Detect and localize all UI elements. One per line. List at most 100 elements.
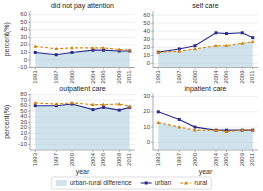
x-tick-label: 2004 [213,152,219,166]
grid-line [30,14,135,15]
panel-title: self care [192,2,219,9]
y-tick-label: 60 [20,102,27,108]
series [158,123,253,150]
marker [156,121,160,124]
y-tick-label: 50 [20,108,27,114]
x-tick-label: 2009 [239,70,245,84]
x-tick-label: 2000 [69,152,75,166]
x-tick-label: 2009 [239,152,245,166]
x-tick [103,150,104,152]
x-tick-label: 2000 [192,152,198,166]
y-axis-label: percent(%) [3,22,11,56]
y-tick-label: 10 [20,49,27,55]
y-tick-label: 80 [20,91,27,97]
marker [117,47,121,50]
x-tick-label: 1993 [155,152,161,166]
legend: urban-rural differenceurbanrural [52,177,212,189]
marker [214,44,218,47]
x-tick [195,68,196,70]
x-tick-label: 2006 [223,70,229,84]
y-tick-label: 10 [143,52,150,58]
x-tick-label: 2009 [116,70,122,84]
x-tick [103,68,104,70]
y-axis-line [153,94,154,151]
x-tick [72,150,73,152]
x-tick-label: 1993 [32,152,38,166]
x-tick [242,68,243,70]
marker [251,129,254,132]
line [158,112,253,130]
legend-item: rural [180,179,208,186]
panel-title: inpatient care [184,85,226,93]
marker [91,103,95,106]
panel: 01020301993199720002004200620092011inpat… [143,85,258,177]
y-tick-label: 0 [147,60,151,66]
x-axis-label: year [76,168,90,176]
y-tick-label: 70 [20,97,27,103]
x-tick-label: 2004 [213,70,219,84]
x-tick-label: 2004 [90,70,96,84]
marker [71,51,74,54]
grid-line [153,111,258,112]
marker [102,106,105,109]
marker [193,47,197,50]
marker [33,101,37,104]
y-axis-line [30,11,31,68]
marker [193,128,197,131]
y-tick-label: 50 [20,19,27,25]
plot-area [33,44,131,67]
marker [240,128,244,131]
series [33,44,131,51]
x-tick-label: 1997 [176,152,182,166]
line [35,46,130,50]
x-tick [252,68,253,70]
y-tick-label: 40 [20,26,27,32]
marker [70,46,74,49]
line [158,42,253,52]
marker [156,50,160,53]
y-tick-label: 30 [143,36,150,42]
legend-frame [52,177,212,189]
marker [241,31,244,34]
series [156,121,254,134]
marker [225,32,228,35]
legend-marker [184,181,188,184]
marker [177,49,181,52]
x-tick-label: 1993 [32,70,38,84]
legend-swatch [56,180,67,186]
marker [55,53,58,56]
marker [177,125,181,128]
marker [240,41,244,44]
marker [34,51,37,54]
line [35,104,130,110]
marker [251,128,255,131]
marker [91,46,95,49]
plot-area [156,110,254,150]
marker [70,101,74,104]
marker [102,46,106,49]
panel: -100102030405060199319972000200420062009… [3,2,135,84]
x-tick [119,68,120,70]
marker [194,126,197,129]
marker [215,129,218,132]
legend-item: urban-rural difference [56,179,132,186]
panel-title: did not pay attention [51,2,114,10]
x-tick [93,68,94,70]
line [35,50,130,55]
grid-line [30,22,135,23]
y-tick-label: 60 [20,11,27,17]
y-tick-label: 0 [147,139,151,145]
y-tick-label: 0 [24,135,28,141]
y-tick-label: 30 [143,93,150,99]
y-tick-label: 10 [143,124,150,130]
marker [128,48,132,51]
x-tick [195,150,196,152]
plot-area [33,101,131,150]
y-tick-label: -10 [18,64,27,70]
line [158,123,253,132]
grid-line [30,37,135,38]
marker [128,104,132,107]
series [157,31,255,53]
grid-line [30,44,135,45]
x-tick [216,150,217,152]
